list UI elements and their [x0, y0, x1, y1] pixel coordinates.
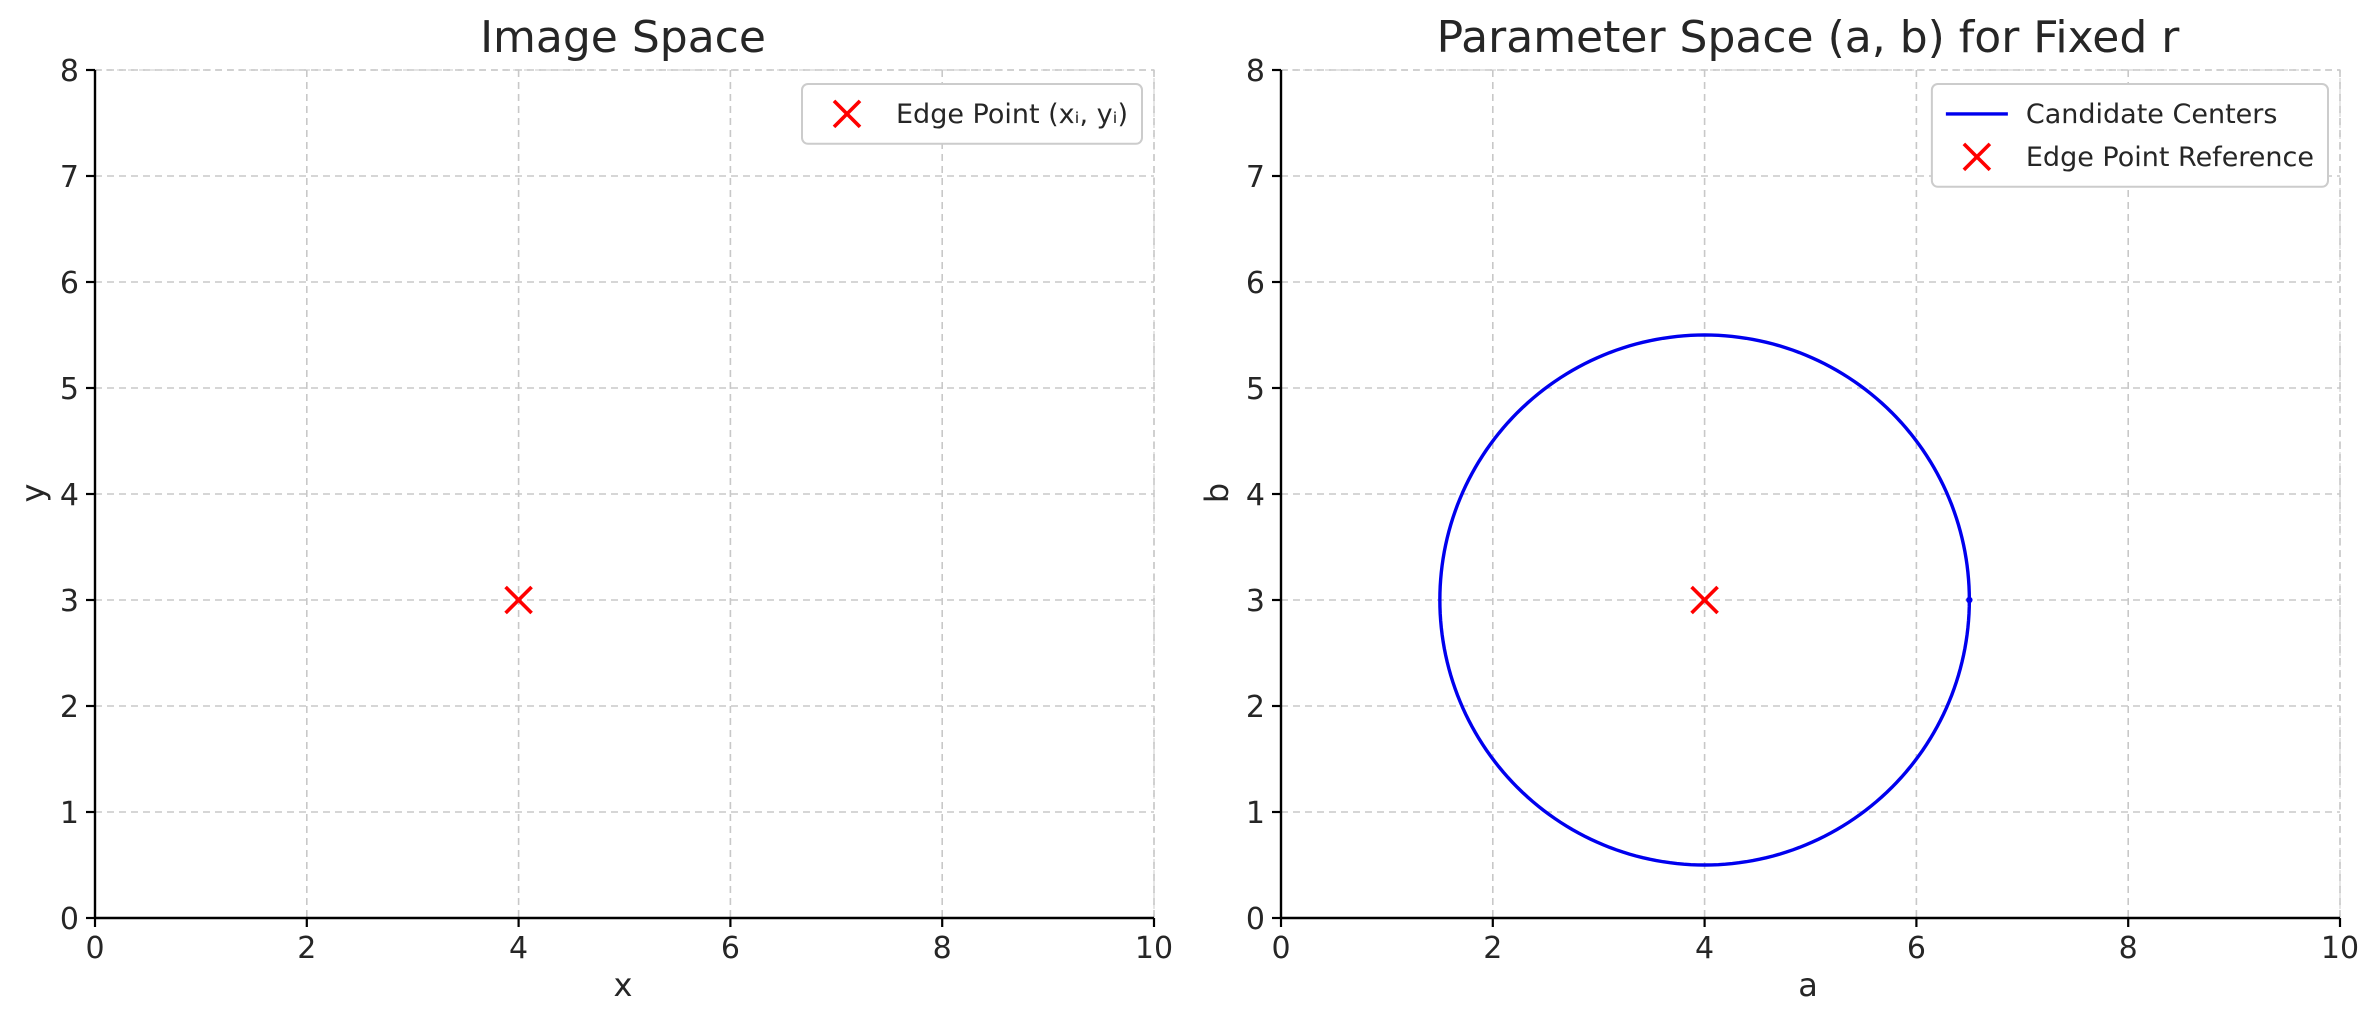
image-space-edge-point-marker-stroke-b — [504, 585, 533, 615]
image-space-y-tick-label-4: 4 — [60, 478, 79, 513]
image-space-x-tick-label-10: 10 — [1135, 931, 1173, 966]
parameter-space-x-tick-label-4: 4 — [1695, 931, 1714, 966]
parameter-space-title: Parameter Space (a, b) for Fixed r — [1437, 12, 2181, 63]
image-space-x-tick-label-6: 6 — [721, 931, 740, 966]
image-space-legend-label-0: Edge Point (xᵢ, yᵢ) — [896, 99, 1128, 130]
image-space-x-tick-label-2: 2 — [297, 931, 316, 966]
image-space-y-tick-label-8: 8 — [60, 54, 79, 89]
image-space-title: Image Space — [480, 12, 766, 63]
image-space-y-tick-label-1: 1 — [60, 796, 79, 831]
image-space-y-tick-label-5: 5 — [60, 372, 79, 407]
image-space-x-tick-label-0: 0 — [85, 931, 104, 966]
parameter-space-x-tick-label-2: 2 — [1483, 931, 1502, 966]
image-space-panel: Image Space x y 0 2 4 6 8 10 0 1 2 3 4 5 6 7 8 Edge Poi… — [14, 12, 1173, 1004]
image-space-y-tick-label-0: 0 — [60, 902, 79, 937]
parameter-space-x-tick-label-8: 8 — [2119, 931, 2138, 966]
parameter-space-y-tick-label-6: 6 — [1246, 266, 1265, 301]
image-space-y-tick-label-6: 6 — [60, 266, 79, 301]
image-space-x-axis-label: x — [614, 966, 633, 1004]
image-space-legend: Edge Point (xᵢ, yᵢ) — [801, 83, 1143, 145]
image-space-edge-point-marker-0 — [504, 585, 533, 615]
parameter-space-y-tick-label-7: 7 — [1246, 160, 1265, 195]
image-space-y-tick-label-3: 3 — [60, 584, 79, 619]
parameter-space-y-tick-label-3: 3 — [1246, 584, 1265, 619]
parameter-space-legend-box — [1930, 83, 2329, 188]
parameter-space-legend-label-0: Candidate Centers — [2026, 99, 2278, 130]
parameter-space-y-tick-label-4: 4 — [1246, 478, 1265, 513]
parameter-space-edge-point-marker-stroke-b — [1690, 585, 1719, 615]
parameter-space-legend-swatch-x-b — [1962, 142, 1992, 172]
image-space-legend-box — [801, 83, 1143, 145]
parameter-space-y-tick-label-0: 0 — [1246, 902, 1265, 937]
parameter-space-legend: Candidate Centers Edge Point Reference — [1930, 83, 2329, 188]
parameter-space-y-tick-label-2: 2 — [1246, 690, 1265, 725]
parameter-space-edge-point-marker-0 — [1690, 585, 1719, 615]
parameter-space-y-axis-label: b — [1198, 483, 1236, 503]
parameter-space-y-tick-label-5: 5 — [1246, 372, 1265, 407]
parameter-space-legend-label-1: Edge Point Reference — [2026, 142, 2314, 173]
parameter-space-candidate-centers-circle — [1438, 333, 1972, 867]
parameter-space-x-axis-label: a — [1798, 966, 1818, 1004]
parameter-space-x-tick-label-0: 0 — [1271, 931, 1290, 966]
parameter-space-y-tick-label-1: 1 — [1246, 796, 1265, 831]
parameter-space-panel: Parameter Space (a, b) for Fixed r a b 0… — [1198, 12, 2359, 1004]
image-space-y-tick-label-2: 2 — [60, 690, 79, 725]
image-space-legend-swatch-x-b — [832, 99, 862, 129]
image-space-y-tick-label-7: 7 — [60, 160, 79, 195]
image-space-y-axis-label: y — [14, 484, 52, 503]
image-space-x-tick-label-4: 4 — [509, 931, 528, 966]
parameter-space-circle-start-marker — [1966, 596, 1973, 604]
parameter-space-x-tick-label-6: 6 — [1907, 931, 1926, 966]
image-space-x-tick-label-8: 8 — [933, 931, 952, 966]
parameter-space-x-tick-label-10: 10 — [2321, 931, 2359, 966]
parameter-space-y-tick-label-8: 8 — [1246, 54, 1265, 89]
